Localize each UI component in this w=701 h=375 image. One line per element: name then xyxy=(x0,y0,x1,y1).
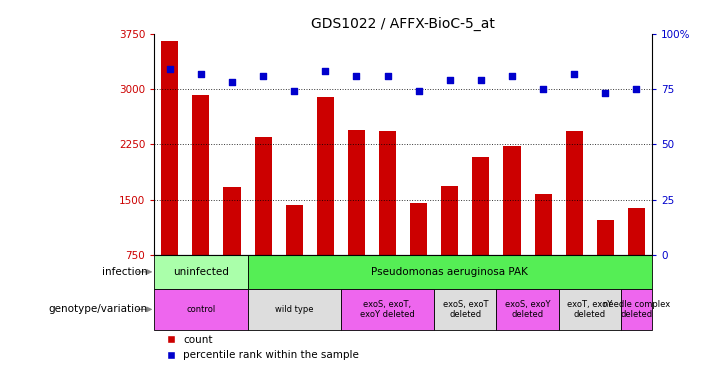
Text: exoS, exoT,
exoY deleted: exoS, exoT, exoY deleted xyxy=(360,300,415,319)
Bar xyxy=(441,186,458,255)
Bar xyxy=(192,95,210,255)
Text: exoS, exoT
deleted: exoS, exoT deleted xyxy=(442,300,488,319)
Point xyxy=(320,68,331,74)
Bar xyxy=(472,157,489,255)
Text: uninfected: uninfected xyxy=(173,267,229,277)
Bar xyxy=(285,205,303,255)
Text: wild type: wild type xyxy=(275,305,313,314)
Bar xyxy=(628,208,645,255)
Point xyxy=(475,77,486,83)
Point xyxy=(599,90,611,96)
Bar xyxy=(247,255,652,289)
Text: control: control xyxy=(186,305,215,314)
Bar xyxy=(434,289,496,330)
Point xyxy=(569,70,580,76)
Title: GDS1022 / AFFX-BioC-5_at: GDS1022 / AFFX-BioC-5_at xyxy=(311,17,495,32)
Point xyxy=(164,66,175,72)
Point xyxy=(350,73,362,79)
Point xyxy=(257,73,268,79)
Text: genotype/variation: genotype/variation xyxy=(48,304,147,314)
Bar xyxy=(254,137,272,255)
Bar xyxy=(534,194,552,255)
Point xyxy=(444,77,456,83)
Bar xyxy=(247,289,341,330)
Point xyxy=(196,70,207,76)
Point xyxy=(226,80,238,86)
Bar xyxy=(379,131,396,255)
Bar xyxy=(161,41,178,255)
Point xyxy=(506,73,517,79)
Bar xyxy=(559,289,621,330)
Legend: count, percentile rank within the sample: count, percentile rank within the sample xyxy=(166,335,359,360)
Bar xyxy=(621,289,652,330)
Bar xyxy=(317,97,334,255)
Bar xyxy=(341,289,434,330)
Bar xyxy=(503,146,521,255)
Text: Pseudomonas aeruginosa PAK: Pseudomonas aeruginosa PAK xyxy=(372,267,528,277)
Bar xyxy=(597,220,614,255)
Bar xyxy=(566,131,583,255)
Point xyxy=(413,88,424,94)
Bar xyxy=(496,289,559,330)
Text: exoS, exoY
deleted: exoS, exoY deleted xyxy=(505,300,550,319)
Bar xyxy=(154,289,247,330)
Point xyxy=(538,86,549,92)
Text: infection: infection xyxy=(102,267,147,277)
Bar xyxy=(154,255,247,289)
Text: needle complex
deleted: needle complex deleted xyxy=(603,300,670,319)
Point xyxy=(289,88,300,94)
Bar xyxy=(348,130,365,255)
Bar xyxy=(224,187,240,255)
Point xyxy=(382,73,393,79)
Point xyxy=(631,86,642,92)
Bar xyxy=(410,203,427,255)
Text: exoT, exoY
deleted: exoT, exoY deleted xyxy=(567,300,613,319)
